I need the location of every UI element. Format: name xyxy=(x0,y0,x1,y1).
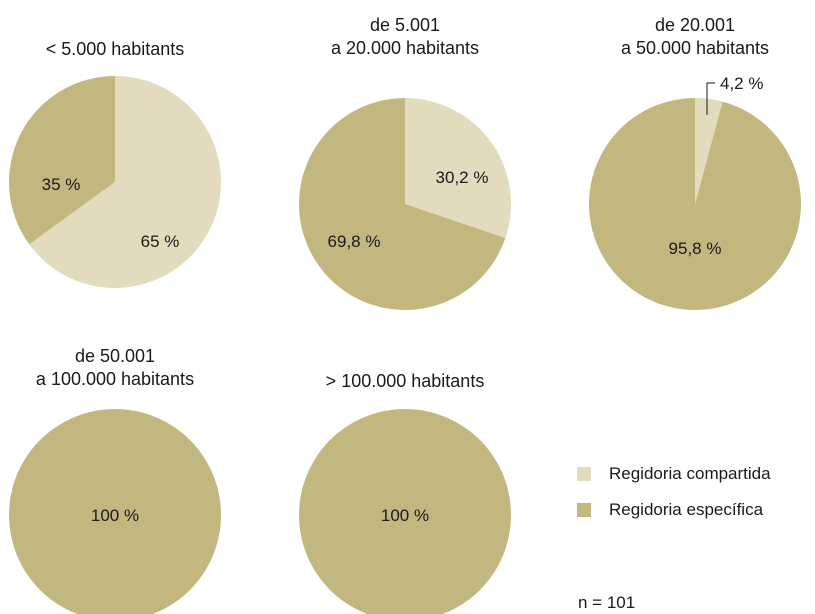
legend: Regidoria compartida Regidoria específic… xyxy=(577,464,771,536)
chart-title-line: a 20.000 habitants xyxy=(330,38,480,58)
chart-title: > 100.000 habitants xyxy=(326,370,485,393)
pie-slice-label: 69,8 % xyxy=(328,232,381,251)
chart-title: de 50.001 a 100.000 habitants xyxy=(36,345,194,391)
pie-slice-label: 100 % xyxy=(381,506,429,525)
chart-title-line: a 50.000 habitants xyxy=(620,38,770,58)
pie-slice xyxy=(29,76,222,288)
chart-title-line: a 100.000 habitants xyxy=(35,369,195,389)
pie-slice xyxy=(9,76,115,245)
pie-slice-label: 4,2 % xyxy=(720,74,763,93)
legend-swatch-compartida xyxy=(577,467,591,481)
chart-title-line: < 5.000 habitants xyxy=(45,39,185,59)
chart-title: de 20.001 a 50.000 habitants xyxy=(621,14,769,60)
pie-slice xyxy=(695,98,723,204)
pie-slice xyxy=(299,409,511,614)
pie-leader-line xyxy=(706,82,715,115)
legend-label: Regidoria compartida xyxy=(609,464,771,483)
legend-label: Regidoria específica xyxy=(609,500,764,519)
legend-swatch-especifica xyxy=(577,503,591,517)
pie-slice-label: 35 % xyxy=(42,175,81,194)
sample-size-note: n = 101 xyxy=(578,593,636,612)
legend-item: Regidoria específica xyxy=(577,500,771,520)
chart-title-line: de 20.001 xyxy=(654,15,736,35)
pie-slice xyxy=(589,98,802,310)
chart-title: < 5.000 habitants xyxy=(46,38,185,61)
chart-title: de 5.001 a 20.000 habitants xyxy=(331,14,479,60)
legend-item: Regidoria compartida xyxy=(577,464,771,484)
pie-slice-label: 95,8 % xyxy=(669,239,722,258)
pie-slice-label: 30,2 % xyxy=(436,168,489,187)
chart-title-line: > 100.000 habitants xyxy=(325,371,485,391)
pie-slice xyxy=(9,409,221,614)
pie-slice xyxy=(299,98,506,311)
pie-slice-label: 65 % xyxy=(141,232,180,251)
pie-slice-label: 100 % xyxy=(91,506,139,525)
chart-title-line: de 50.001 xyxy=(74,346,156,366)
chart-title-line: de 5.001 xyxy=(369,15,441,35)
pie-slice xyxy=(405,98,512,239)
